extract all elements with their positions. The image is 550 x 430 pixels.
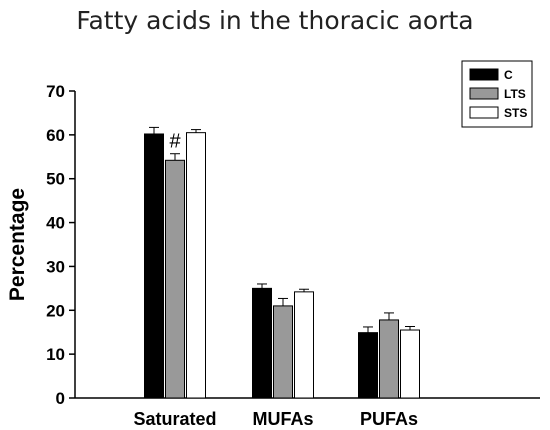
y-tick-label: 10 bbox=[46, 345, 65, 364]
y-axis-label: Percentage bbox=[6, 188, 29, 301]
y-tick-label: 70 bbox=[46, 82, 65, 101]
bar-sts-pufas bbox=[400, 329, 420, 399]
x-category-label: Saturated bbox=[133, 409, 216, 429]
significance-marker: # bbox=[169, 131, 181, 153]
bar-lts-saturated bbox=[165, 159, 185, 399]
y-tick-label: 20 bbox=[46, 301, 65, 320]
legend-label-sts: STS bbox=[504, 106, 527, 120]
bar-sts-mufas bbox=[294, 291, 314, 399]
y-tick-label: 60 bbox=[46, 126, 65, 145]
y-tick-label: 40 bbox=[46, 214, 65, 233]
legend-swatch-lts bbox=[469, 87, 499, 100]
bar-sts-saturated bbox=[186, 132, 206, 399]
legend-swatch-sts bbox=[469, 106, 499, 119]
bar-lts-mufas bbox=[273, 305, 293, 399]
bar-lts-pufas bbox=[379, 319, 399, 399]
bar-c-mufas bbox=[252, 287, 272, 399]
x-category-label: MUFAs bbox=[252, 409, 313, 429]
legend-label-lts: LTS bbox=[504, 87, 526, 101]
legend-swatch-c bbox=[469, 68, 499, 81]
bar-c-saturated bbox=[144, 133, 164, 399]
y-tick-label: 30 bbox=[46, 257, 65, 276]
chart-title: Fatty acids in the thoracic aorta bbox=[76, 6, 474, 35]
bar-c-pufas bbox=[358, 332, 378, 399]
y-tick-label: 0 bbox=[56, 389, 65, 408]
y-tick-label: 50 bbox=[46, 170, 65, 189]
legend-label-c: C bbox=[504, 68, 513, 82]
x-category-label: PUFAs bbox=[360, 409, 418, 429]
